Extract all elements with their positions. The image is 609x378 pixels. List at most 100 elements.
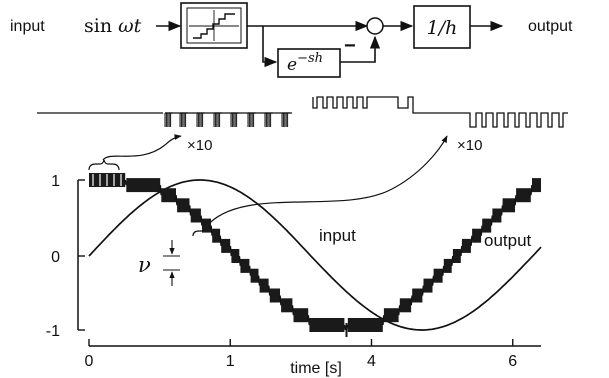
output-step [269, 288, 280, 303]
output-step [516, 188, 531, 203]
output-step [532, 178, 541, 193]
left-inset-zoom: ×10 [187, 137, 212, 154]
output-curve-label: output [484, 231, 532, 250]
output-step [281, 298, 293, 313]
output-riser [307, 315, 311, 326]
quantizer-staircase-icon [193, 13, 235, 39]
output-step [177, 198, 190, 213]
block-diagram: input sin ωt e−sh − 1/h output [10, 2, 573, 78]
output-step [492, 208, 502, 223]
nu-symbol: ν [138, 253, 151, 277]
output-riser [500, 205, 504, 216]
x-tick-label: 4 [367, 353, 376, 370]
delay-to-sum-arrow [340, 35, 381, 63]
x-ticks: 0 1 4 6 [85, 339, 517, 370]
output-step [472, 228, 482, 243]
output-riser [343, 324, 347, 331]
delay-label: e−sh [287, 51, 323, 75]
output-label: output [528, 18, 573, 35]
output-riser [188, 205, 192, 216]
output-step [240, 258, 250, 273]
output-step [190, 208, 201, 223]
nu-annotation: ν [138, 240, 180, 286]
output-step [161, 188, 176, 203]
output-step [126, 178, 161, 193]
output-riser [470, 235, 473, 246]
output-riser [200, 215, 203, 226]
y-tick-label: 0 [51, 249, 60, 266]
output-step [231, 249, 240, 263]
output-riser [410, 295, 413, 306]
output-riser [210, 225, 213, 236]
output-step [482, 218, 492, 233]
output-riser [175, 195, 178, 206]
right-inset-zoom: ×10 [457, 137, 482, 154]
output-riser [219, 235, 222, 246]
output-step [433, 268, 443, 283]
output-step [345, 323, 348, 337]
left-inset: ×10 [37, 112, 292, 154]
output-step [293, 308, 309, 323]
x-tick-label: 6 [508, 353, 517, 370]
left-inset-bursts [164, 112, 292, 127]
output-curve [89, 173, 541, 337]
input-curve [88, 179, 542, 331]
output-step [259, 278, 269, 293]
y-tick-label: 1 [51, 173, 60, 190]
output-riser [257, 275, 261, 286]
delay-block [277, 48, 341, 78]
scale-block [413, 5, 471, 49]
x-tick-label: 0 [85, 353, 94, 370]
output-step [443, 258, 452, 273]
right-inset-pwm [312, 96, 568, 128]
output-step [383, 308, 399, 323]
output-step [412, 288, 423, 303]
input-label: input [10, 18, 45, 35]
output-step [461, 238, 471, 253]
output-riser [421, 285, 425, 296]
output-riser [248, 265, 252, 276]
left-brace [88, 159, 120, 171]
summing-junction [366, 17, 384, 35]
output-riser [267, 285, 271, 296]
output-step [423, 278, 433, 293]
branch-arrow [262, 26, 278, 68]
right-connector-arrow [205, 135, 448, 228]
scale-label: 1/h [427, 17, 458, 39]
output-step [250, 268, 259, 283]
x-axis-label: time [s] [290, 360, 342, 377]
input-curve-label: input [319, 226, 356, 245]
output-riser [124, 179, 128, 186]
right-inset: ×10 [312, 96, 568, 154]
output-riser [480, 225, 483, 236]
output-riser [530, 185, 533, 196]
output-riser [514, 195, 517, 206]
output-step [347, 318, 383, 332]
output-step [202, 218, 211, 233]
output-step [221, 238, 231, 253]
output-step [399, 298, 412, 313]
output-riser [291, 305, 295, 316]
output-riser [238, 255, 242, 266]
plot-area: 1 0 -1 0 1 4 6 time [s] input output ν [46, 173, 542, 377]
y-ticks: 1 0 -1 [46, 173, 85, 340]
output-step [212, 228, 221, 243]
output-riser [159, 185, 163, 196]
output-step [502, 198, 515, 213]
output-riser [229, 245, 233, 257]
output-riser [279, 295, 282, 306]
insets: ×10 ×10 [37, 96, 568, 237]
minus-sign: − [344, 35, 356, 57]
y-tick-label: -1 [46, 323, 60, 340]
output-riser [441, 265, 445, 276]
x-tick-label: 1 [226, 353, 235, 370]
left-connector-arrow [102, 134, 182, 161]
output-riser [431, 275, 435, 286]
output-step [309, 318, 345, 332]
output-riser [450, 255, 454, 266]
output-riser [345, 324, 349, 331]
signal-func: sin ωt [84, 15, 142, 37]
output-riser [397, 305, 401, 316]
output-riser [460, 245, 463, 257]
